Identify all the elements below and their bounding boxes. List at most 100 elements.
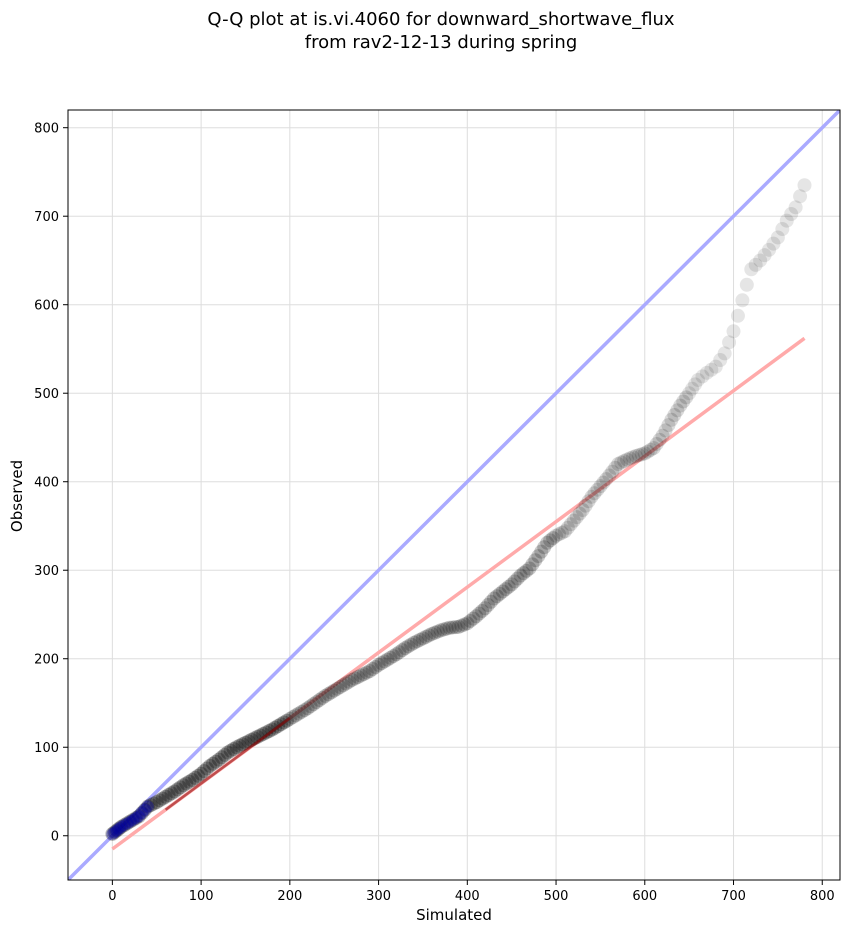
data-point [605, 464, 620, 479]
data-point [377, 654, 392, 669]
data-point [534, 544, 549, 559]
data-point [617, 454, 632, 469]
data-point [489, 589, 504, 604]
data-point [554, 525, 569, 540]
data-point [670, 403, 685, 418]
data-point-low [135, 807, 148, 820]
x-tick-label: 200 [277, 889, 302, 904]
data-point [748, 257, 763, 272]
data-point [294, 704, 309, 719]
data-point [495, 584, 510, 599]
data-point [439, 621, 454, 636]
data-point [664, 412, 679, 427]
y-tick-label: 700 [34, 210, 59, 225]
data-point [356, 667, 371, 682]
y-tick-label: 400 [34, 476, 59, 491]
data-point [327, 683, 342, 698]
data-point [546, 531, 561, 546]
data-point [220, 745, 235, 760]
data-point [344, 672, 359, 687]
data-point [330, 681, 345, 696]
chart-title-line2: from rav2-12-13 during spring [305, 32, 578, 53]
data-point [214, 750, 229, 765]
data-point [291, 706, 306, 721]
data-point [208, 754, 223, 769]
data-point [475, 603, 490, 618]
data-point-low [106, 827, 119, 840]
data-point [149, 795, 164, 810]
data-point [205, 756, 220, 771]
data-point [389, 647, 404, 662]
data-point [486, 591, 501, 606]
data-point [341, 674, 356, 689]
data-point [123, 814, 138, 829]
data-point [560, 520, 575, 535]
data-point [312, 693, 327, 708]
data-point [646, 441, 661, 456]
y-tick-label: 200 [34, 653, 59, 668]
data-point [463, 613, 478, 628]
data-point [676, 394, 691, 409]
data-point [682, 386, 697, 401]
data-point [303, 699, 318, 714]
data-point [504, 577, 519, 592]
data-point [324, 685, 339, 700]
data-point [200, 761, 215, 776]
y-axis-label: Observed [8, 460, 26, 532]
data-point [140, 799, 155, 814]
data-point [713, 353, 728, 368]
data-point [424, 626, 439, 641]
fit-line-overlap [164, 717, 291, 811]
data-point [359, 665, 374, 680]
data-point [155, 791, 170, 806]
data-point [401, 639, 416, 654]
data-point [469, 609, 484, 624]
data-point [543, 533, 558, 548]
data-point [232, 738, 247, 753]
data-point [608, 460, 623, 475]
data-point [161, 788, 176, 803]
data-point [362, 664, 377, 679]
data-point [631, 448, 646, 463]
data-point [430, 624, 445, 639]
data-point [380, 652, 395, 667]
data-point [442, 620, 457, 635]
data-point [753, 253, 768, 268]
data-point [238, 735, 253, 750]
data-point [436, 622, 451, 637]
data-point [739, 277, 754, 292]
data-point [126, 812, 141, 827]
data-point [695, 369, 710, 384]
data-point [194, 766, 209, 781]
data-point [202, 758, 217, 773]
data-point [256, 726, 271, 741]
data-point [285, 710, 300, 725]
data-point [685, 381, 700, 396]
data-point [498, 582, 513, 597]
x-tick-label: 0 [108, 889, 116, 904]
data-point [628, 449, 643, 464]
data-point [667, 408, 682, 423]
data-point [211, 752, 226, 767]
data-point [614, 455, 629, 470]
data-point [318, 688, 333, 703]
data-point [134, 806, 149, 821]
lines-layer [68, 110, 840, 880]
data-point-low [113, 822, 126, 835]
data-point [775, 222, 790, 237]
data-point [333, 680, 348, 695]
data-point [398, 641, 413, 656]
data-point [699, 365, 714, 380]
data-point [466, 611, 481, 626]
data-point [649, 436, 664, 451]
data-point [315, 690, 330, 705]
y-tick-label: 0 [51, 830, 59, 845]
data-point [460, 616, 475, 631]
y-tick-label: 600 [34, 299, 59, 314]
data-point-low [130, 812, 143, 825]
data-point [540, 535, 555, 550]
data-point [371, 657, 386, 672]
data-point [297, 703, 312, 718]
data-point [661, 418, 676, 433]
data-point [368, 659, 383, 674]
